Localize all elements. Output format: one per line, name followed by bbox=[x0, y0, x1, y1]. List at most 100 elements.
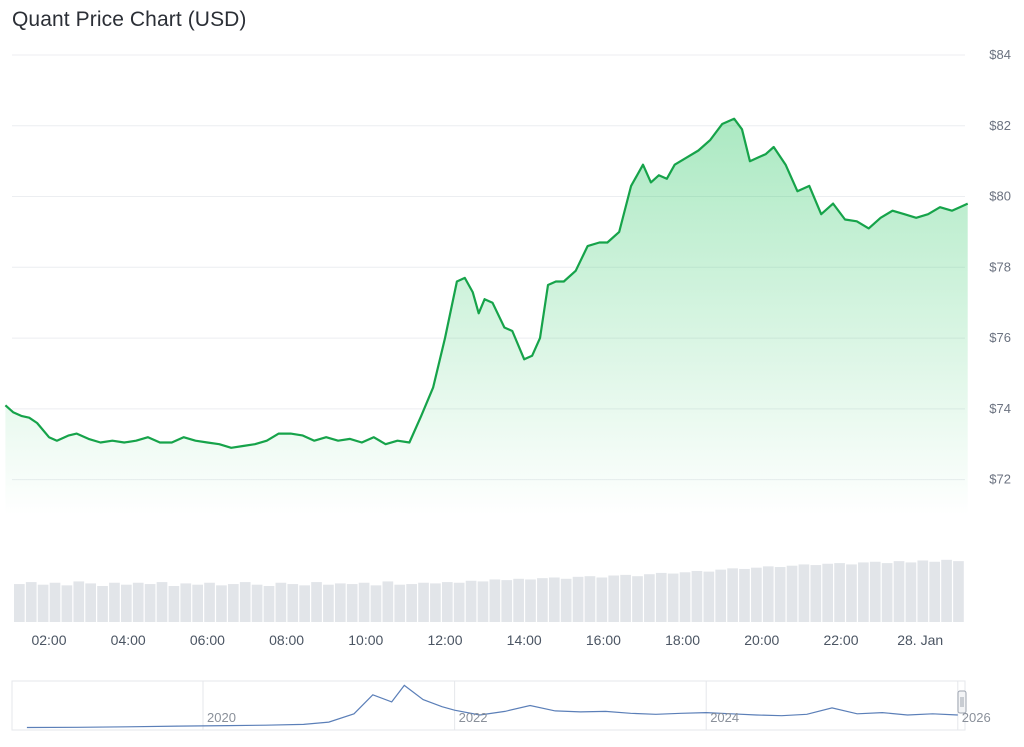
volume-bar bbox=[715, 569, 727, 622]
chart-title: Quant Price Chart (USD) bbox=[12, 8, 247, 31]
y-tick-label: $80 bbox=[989, 189, 1011, 204]
volume-bar bbox=[762, 566, 774, 622]
y-tick-label: $82 bbox=[989, 118, 1011, 133]
volume-bar bbox=[144, 584, 156, 622]
x-tick-label: 04:00 bbox=[111, 632, 146, 648]
navigator-frame bbox=[11, 680, 966, 731]
volume-bar bbox=[751, 567, 762, 622]
y-tick-label: $78 bbox=[989, 259, 1011, 274]
x-tick-label: 10:00 bbox=[348, 632, 383, 648]
volume-bar bbox=[180, 583, 192, 622]
volume-bar bbox=[299, 585, 310, 622]
volume-bar bbox=[204, 582, 215, 622]
volume-bar bbox=[537, 578, 548, 622]
y-tick-label: $76 bbox=[989, 330, 1011, 345]
volume-bar bbox=[691, 570, 703, 622]
x-axis-labels: 02:00 04:00 06:00 08:00 10:00 12:00 14:00 16:00… bbox=[31, 632, 943, 648]
navigator-tick-label: 2026 bbox=[962, 710, 991, 725]
volume-bar bbox=[905, 562, 917, 622]
x-tick-label: 16:00 bbox=[586, 632, 621, 648]
volume-bar bbox=[120, 584, 132, 622]
range-navigator[interactable]: 2020 2022 2024 2026 bbox=[11, 680, 991, 731]
volume-bar bbox=[727, 568, 738, 622]
volume-bar bbox=[786, 565, 798, 622]
navigator-tick-label: 2024 bbox=[710, 710, 739, 725]
volume-bar bbox=[560, 578, 572, 622]
volume-bar bbox=[608, 575, 620, 622]
volume-bar bbox=[216, 585, 227, 622]
volume-bar bbox=[513, 578, 524, 622]
volume-bar bbox=[893, 561, 905, 622]
volume-bar bbox=[798, 564, 810, 622]
volume-bar bbox=[14, 584, 25, 622]
volume-bar bbox=[941, 559, 952, 622]
volume-bar bbox=[739, 568, 750, 622]
volume-bar bbox=[25, 582, 37, 622]
navigator-labels: 2020 2022 2024 2026 bbox=[207, 710, 991, 725]
y-axis-labels: $84 $82 $80 $78 $76 $74 $72 bbox=[989, 47, 1011, 487]
volume-bar bbox=[358, 582, 370, 622]
volume-bar bbox=[858, 562, 869, 622]
volume-bar bbox=[501, 580, 513, 622]
x-tick-label: 22:00 bbox=[823, 632, 858, 648]
volume-bar bbox=[774, 567, 786, 622]
volume-bar bbox=[846, 564, 857, 622]
x-tick-label: 12:00 bbox=[427, 632, 462, 648]
volume-bar bbox=[346, 584, 358, 622]
volume-bar bbox=[227, 584, 239, 622]
volume-bar bbox=[168, 586, 180, 622]
volume-bar bbox=[382, 581, 394, 622]
volume-bars bbox=[14, 559, 964, 622]
x-tick-label: 06:00 bbox=[190, 632, 225, 648]
y-tick-label: $84 bbox=[989, 47, 1011, 62]
volume-bar bbox=[477, 581, 489, 622]
volume-bar bbox=[132, 582, 144, 622]
volume-bar bbox=[156, 582, 168, 622]
volume-bar bbox=[465, 580, 477, 622]
volume-bar bbox=[73, 581, 85, 622]
volume-bar bbox=[275, 582, 287, 622]
volume-bar bbox=[430, 583, 441, 622]
volume-bar bbox=[251, 584, 263, 622]
volume-bar bbox=[61, 585, 73, 622]
volume-bar bbox=[263, 586, 275, 622]
volume-bar bbox=[679, 572, 691, 622]
volume-bar bbox=[822, 563, 834, 622]
volume-bar bbox=[929, 561, 941, 622]
volume-bar bbox=[644, 574, 655, 622]
volume-bar bbox=[632, 576, 643, 622]
y-tick-label: $72 bbox=[989, 472, 1011, 487]
volume-bar bbox=[441, 582, 453, 622]
volume-bar bbox=[394, 584, 406, 622]
volume-bar bbox=[49, 582, 61, 622]
volume-bar bbox=[917, 560, 929, 622]
x-tick-label: 20:00 bbox=[744, 632, 779, 648]
volume-bar bbox=[85, 583, 97, 622]
navigator-tick-label: 2020 bbox=[207, 710, 236, 725]
x-tick-label: 02:00 bbox=[31, 632, 66, 648]
y-tick-label: $74 bbox=[989, 401, 1011, 416]
volume-bar bbox=[287, 584, 299, 622]
volume-bar bbox=[703, 571, 715, 622]
navigator-handle[interactable] bbox=[957, 690, 967, 714]
volume-bar bbox=[596, 577, 608, 622]
volume-bar bbox=[667, 573, 679, 622]
volume-bar bbox=[572, 576, 584, 622]
volume-bar bbox=[953, 561, 964, 622]
volume-bar bbox=[37, 584, 49, 622]
volume-bar bbox=[192, 584, 203, 622]
x-tick-label: 08:00 bbox=[269, 632, 304, 648]
volume-bar bbox=[311, 582, 322, 622]
price-line[interactable] bbox=[4, 117, 969, 449]
x-tick-label: 28. Jan bbox=[897, 632, 943, 648]
volume-bar bbox=[334, 583, 346, 622]
volume-bar bbox=[406, 584, 417, 622]
volume-bar bbox=[525, 579, 536, 622]
x-tick-label: 18:00 bbox=[665, 632, 700, 648]
volume-bar bbox=[370, 585, 382, 622]
volume-bar bbox=[239, 582, 251, 622]
x-tick-label: 14:00 bbox=[507, 632, 542, 648]
volume-bar bbox=[834, 563, 845, 622]
volume-bar bbox=[584, 576, 596, 622]
